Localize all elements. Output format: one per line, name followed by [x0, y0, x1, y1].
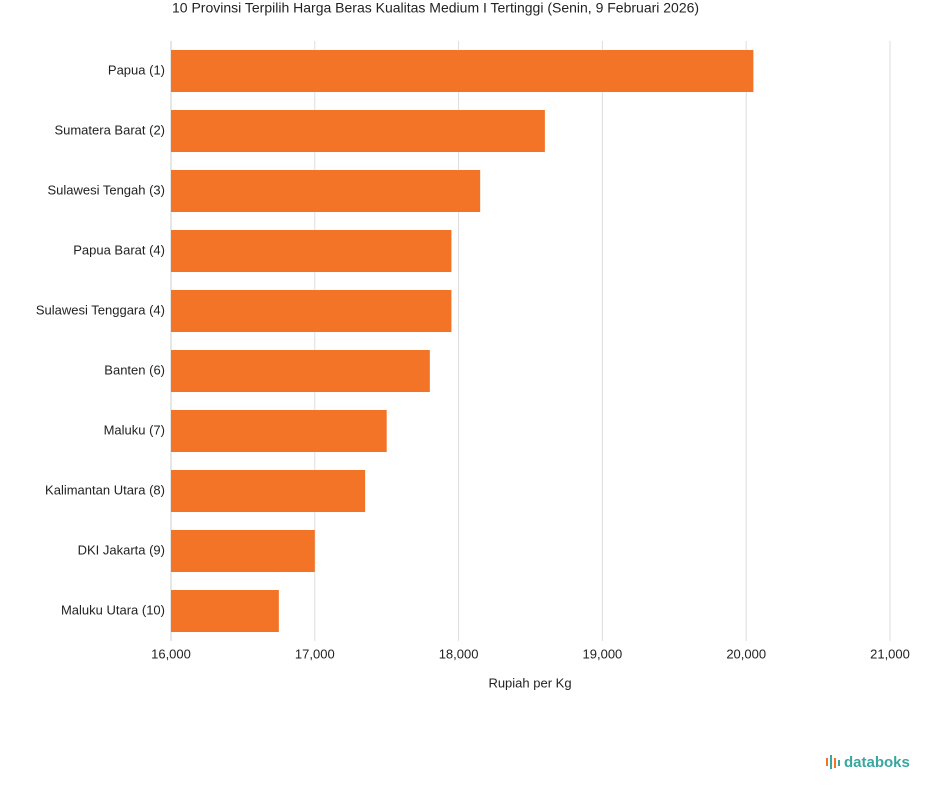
- x-tick-label: 18,000: [439, 646, 479, 661]
- x-axis-label: Rupiah per Kg: [488, 675, 571, 690]
- logo-icon: [826, 758, 828, 766]
- y-tick-label: Papua Barat (4): [73, 242, 165, 257]
- x-tick-label: 21,000: [870, 646, 910, 661]
- logo-icon: [834, 758, 836, 768]
- bar: [171, 470, 366, 512]
- y-tick-label: Sumatera Barat (2): [54, 122, 165, 137]
- bar: [171, 230, 452, 272]
- bar: [171, 530, 315, 572]
- y-tick-label: DKI Jakarta (9): [78, 542, 165, 557]
- y-tick-label: Kalimantan Utara (8): [45, 482, 165, 497]
- logo-icon: [838, 760, 840, 766]
- bar: [171, 590, 279, 632]
- y-tick-label: Maluku Utara (10): [61, 602, 165, 617]
- chart-title: 10 Provinsi Terpilih Harga Beras Kualita…: [172, 0, 699, 16]
- y-tick-label: Banten (6): [104, 362, 165, 377]
- brand: databoks: [844, 754, 910, 771]
- x-tick-label: 20,000: [726, 646, 766, 661]
- y-tick-label: Sulawesi Tenggara (4): [36, 302, 165, 317]
- bar: [171, 290, 452, 332]
- x-tick-label: 19,000: [583, 646, 623, 661]
- y-tick-label: Papua (1): [108, 62, 165, 77]
- bar: [171, 410, 387, 452]
- y-tick-label: Sulawesi Tengah (3): [47, 182, 165, 197]
- bar: [171, 50, 754, 92]
- logo-icon: [830, 755, 832, 769]
- bar: [171, 170, 481, 212]
- brand-logo: databoks: [826, 754, 910, 771]
- bar: [171, 350, 430, 392]
- x-tick-label: 17,000: [295, 646, 335, 661]
- bar: [171, 110, 545, 152]
- y-tick-label: Maluku (7): [104, 422, 165, 437]
- x-tick-label: 16,000: [151, 646, 191, 661]
